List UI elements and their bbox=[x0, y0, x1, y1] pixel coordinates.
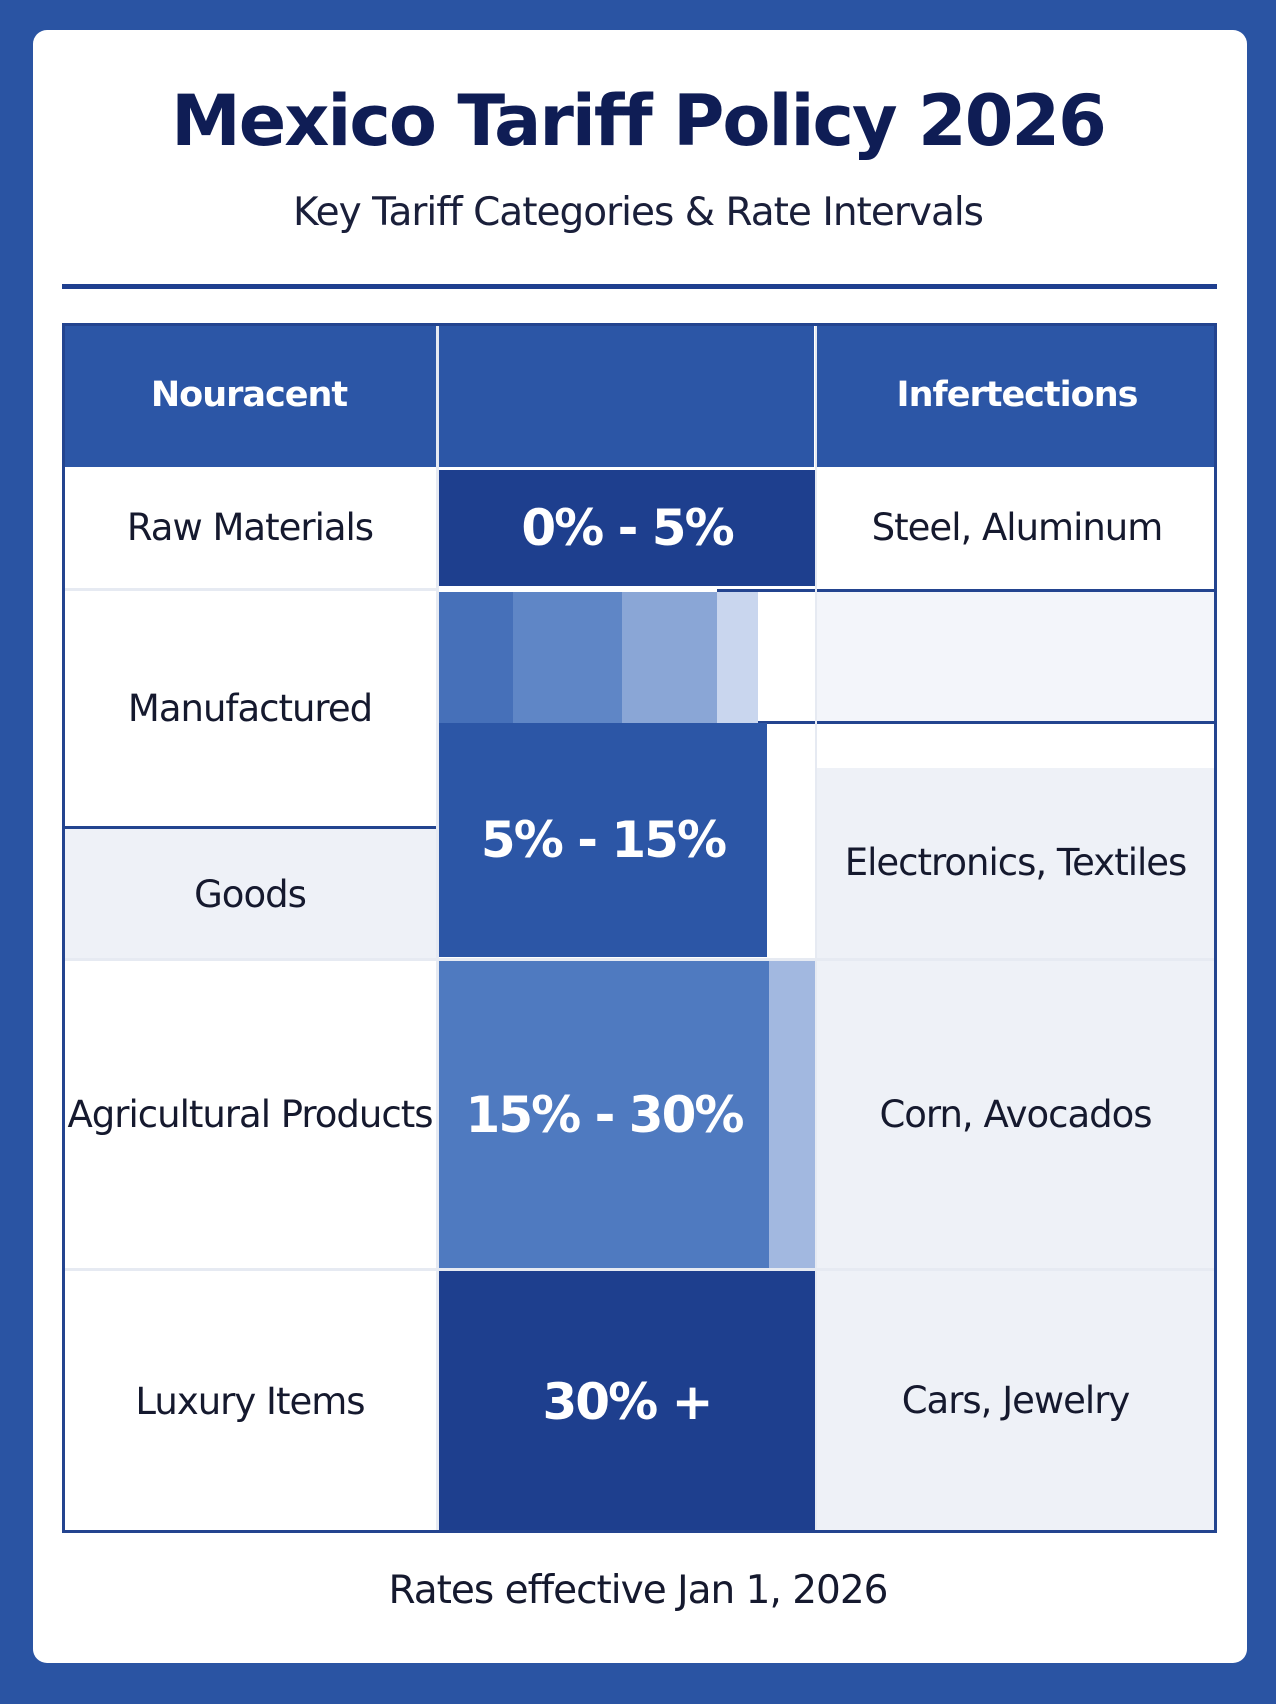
gradient-block bbox=[513, 592, 622, 723]
gradient-block bbox=[439, 592, 513, 723]
row-agricultural-rate: 15% - 30% bbox=[439, 961, 769, 1268]
row-separator bbox=[62, 826, 438, 829]
row-separator bbox=[717, 589, 1217, 592]
row-luxury-examples: Cars, Jewelry bbox=[817, 1271, 1214, 1530]
row-goods-category: Goods bbox=[62, 829, 438, 960]
divider bbox=[62, 284, 1217, 289]
row-separator bbox=[62, 1268, 1217, 1271]
column-separator bbox=[436, 323, 439, 1533]
row-separator bbox=[62, 588, 438, 591]
row-raw-materials-rate: 0% - 5% bbox=[439, 470, 815, 586]
gradient-block bbox=[622, 592, 717, 723]
row-luxury-category: Luxury Items bbox=[135, 1380, 365, 1424]
footer-note: Rates effective Jan 1, 2026 bbox=[388, 1568, 888, 1613]
row-manufactured-rate: 5% - 15% bbox=[439, 723, 767, 957]
row-raw-materials-category: Raw Materials bbox=[126, 506, 374, 550]
row-luxury-rate: 30% + bbox=[439, 1271, 815, 1533]
header-category: Nouracent bbox=[62, 323, 436, 467]
gradient-block bbox=[717, 592, 758, 723]
row-agricultural-category: Agricultural Products bbox=[67, 1092, 433, 1136]
row-separator bbox=[758, 721, 1217, 724]
row-manufactured-category: Manufactured bbox=[127, 687, 373, 731]
row-separator bbox=[62, 958, 1217, 961]
row-agricultural-examples: Corn, Avocados bbox=[817, 961, 1214, 1268]
gradient-strip bbox=[769, 961, 815, 1268]
empty-cell bbox=[817, 592, 1217, 721]
row-raw-materials-examples: Steel, Aluminum bbox=[871, 506, 1164, 550]
page-subtitle: Key Tariff Categories & Rate Intervals bbox=[292, 190, 984, 235]
table-border bbox=[62, 323, 1217, 1533]
page-title: Mexico Tariff Policy 2026 bbox=[171, 80, 1107, 162]
header-examples: Infertections bbox=[817, 323, 1217, 467]
header-rate bbox=[439, 323, 814, 467]
row-manufactured-examples: Electronics, Textiles bbox=[817, 768, 1214, 958]
column-separator bbox=[815, 323, 817, 1533]
